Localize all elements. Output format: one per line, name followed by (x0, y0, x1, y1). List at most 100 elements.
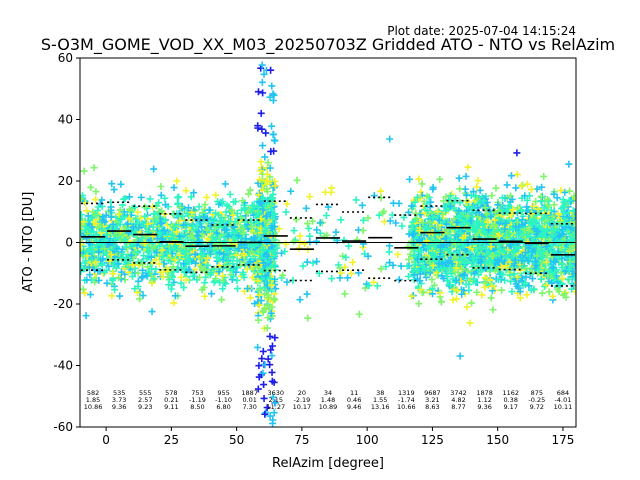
scatter-point (296, 232, 304, 240)
scatter-point (557, 237, 565, 245)
scatter-point (260, 381, 268, 389)
scatter-point (267, 263, 275, 271)
scatter-point (188, 243, 196, 251)
bin-mean-label: -1.19 (189, 396, 206, 404)
scatter-point (279, 271, 287, 279)
bin-std-label: 10.89 (319, 403, 338, 411)
scatter-point (322, 212, 330, 220)
x-tick-label: 50 (229, 433, 244, 447)
scatter-point (385, 248, 393, 256)
scatter-point (86, 271, 94, 279)
scatter-point (499, 194, 507, 202)
scatter-point (268, 122, 276, 130)
scatter-point (487, 243, 495, 251)
scatter-point (509, 248, 517, 256)
scatter-point (504, 246, 512, 254)
scatter-point (125, 193, 133, 201)
scatter-point (450, 285, 458, 293)
scatter-point (473, 195, 481, 203)
scatter-point (163, 231, 171, 239)
scatter-point (454, 268, 462, 276)
scatter-point (439, 251, 447, 259)
y-tick-label: 20 (58, 174, 73, 188)
scatter-point (273, 244, 281, 252)
scatter-point (453, 237, 461, 245)
scatter-point (271, 223, 279, 231)
scatter-point (550, 190, 558, 198)
bin-std-label: 9.36 (112, 403, 126, 411)
scatter-point (127, 251, 135, 259)
scatter-point (259, 369, 267, 377)
scatter-point (410, 229, 418, 237)
scatter-point (134, 288, 142, 296)
scatter-point (260, 227, 268, 235)
scatter-point (463, 303, 471, 311)
scatter-point (564, 275, 572, 283)
scatter-point (337, 216, 345, 224)
scatter-point (364, 214, 372, 222)
scatter-point (377, 187, 385, 195)
scatter-point (470, 226, 478, 234)
scatter-point (480, 197, 488, 205)
scatter-point (263, 324, 271, 332)
scatter-point (222, 280, 230, 288)
bin-mean-label: 0.38 (503, 396, 517, 404)
scatter-point (188, 208, 196, 216)
scatter-point (212, 191, 220, 199)
scatter-point (267, 309, 275, 317)
scatter-point (416, 237, 424, 245)
scatter-point (517, 228, 525, 236)
scatter-point (114, 234, 122, 242)
scatter-point (444, 258, 452, 266)
scatter-point (501, 276, 509, 284)
scatter-point (484, 251, 492, 259)
scatter-point (481, 243, 489, 251)
scatter-point (373, 282, 381, 290)
scatter-point (192, 215, 200, 223)
chart-title: S-O3M_GOME_VOD_XX_M03_20250703Z Gridded … (41, 35, 615, 55)
bin-count-label: 535 (113, 389, 125, 397)
scatter-point (571, 274, 576, 282)
scatter-point (550, 226, 558, 234)
scatter-point (134, 208, 142, 216)
scatter-point (293, 176, 301, 184)
bin-mean-label: 2.15 (269, 396, 283, 404)
scatter-point (365, 281, 373, 289)
scatter-point (134, 269, 142, 277)
scatter-point (170, 184, 178, 192)
scatter-point (271, 399, 279, 407)
scatter-point (263, 177, 271, 185)
bin-std-label: 7.30 (242, 403, 256, 411)
scatter-point (140, 252, 148, 260)
scatter-point (410, 252, 418, 260)
bin-count-label: 9687 (424, 389, 441, 397)
scatter-point (139, 273, 147, 281)
scatter-point (437, 298, 445, 306)
scatter-point (275, 239, 283, 247)
scatter-point (306, 238, 314, 246)
scatter-point (90, 164, 98, 172)
scatter-point (267, 147, 275, 155)
scatter-point (538, 183, 546, 191)
scatter-point (304, 314, 312, 322)
scatter-point (176, 217, 184, 225)
scatter-point (313, 258, 321, 266)
scatter-point (158, 207, 166, 215)
scatter-point (283, 200, 291, 208)
scatter-point (292, 216, 300, 224)
bin-count-label: 582 (87, 389, 99, 397)
scatter-point (150, 275, 158, 283)
scatter-point (258, 275, 266, 283)
scatter-point (174, 199, 182, 207)
scatter-point (168, 254, 176, 262)
scatter-point (414, 255, 422, 263)
scatter-point (436, 243, 444, 251)
scatter-point (450, 215, 458, 223)
scatter-point (302, 204, 310, 212)
bin-mean-label: 1.85 (86, 396, 100, 404)
scatter-point (527, 219, 535, 227)
bin-count-label: 3742 (450, 389, 467, 397)
scatter-point (149, 239, 157, 247)
scatter-point (518, 181, 526, 189)
scatter-point (440, 275, 448, 283)
